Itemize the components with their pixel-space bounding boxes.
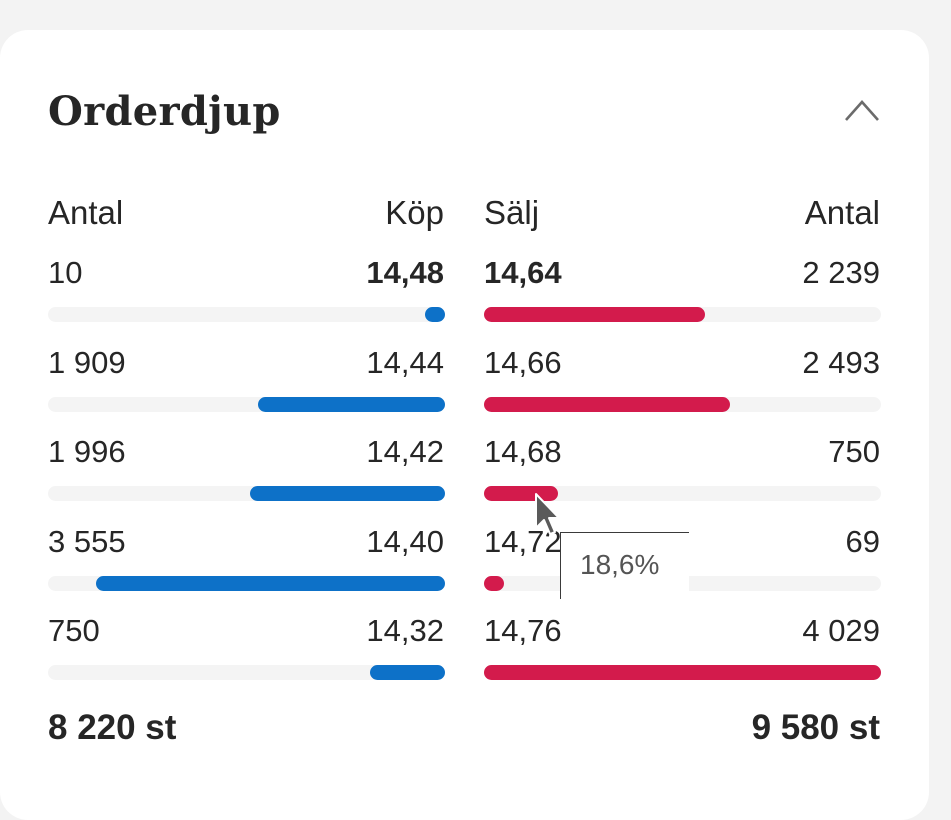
order-depth-card [0, 30, 929, 820]
buy-qty: 750 [48, 613, 100, 648]
sell-depth-fill [484, 576, 504, 591]
sell-depth-fill [484, 397, 730, 412]
header-sell-price: Sälj [484, 194, 540, 231]
sell-qty: 2 493 [802, 345, 880, 380]
buy-qty: 10 [48, 255, 83, 290]
buy-depth-fill [370, 665, 445, 680]
sell-depth-bar[interactable] [484, 307, 881, 322]
collapse-button[interactable] [840, 92, 884, 128]
buy-depth-fill [96, 576, 445, 591]
tooltip-text: 18,6% [580, 549, 660, 580]
buy-depth-bar [48, 665, 445, 680]
buy-price: 14,40 [366, 524, 444, 559]
buy-depth-bar [48, 576, 445, 591]
buy-depth-bar [48, 486, 445, 501]
buy-price: 14,44 [366, 345, 444, 380]
buy-qty: 3 555 [48, 524, 126, 559]
buy-depth-fill [258, 397, 445, 412]
sell-depth-fill [484, 307, 705, 322]
sell-depth-fill [484, 665, 881, 680]
sell-qty: 69 [845, 524, 880, 559]
buy-depth-bar [48, 307, 445, 322]
widget-title: Orderdjup [48, 88, 281, 135]
buy-depth-fill [250, 486, 445, 501]
buy-price: 14,48 [366, 255, 444, 290]
sell-price: 14,66 [484, 345, 562, 380]
buy-price: 14,32 [366, 613, 444, 648]
header-sell-qty: Antal [804, 194, 880, 231]
sell-depth-bar[interactable] [484, 665, 881, 680]
buy-qty: 1 909 [48, 345, 126, 380]
chevron-up-icon [845, 100, 879, 121]
sell-price: 14,68 [484, 434, 562, 469]
sell-depth-bar[interactable] [484, 397, 881, 412]
sell-qty: 2 239 [802, 255, 880, 290]
sell-price: 14,76 [484, 613, 562, 648]
total-buy: 8 220 st [48, 708, 177, 747]
mouse-pointer-icon [535, 493, 560, 535]
buy-price: 14,42 [366, 434, 444, 469]
sell-qty: 4 029 [802, 613, 880, 648]
hover-tooltip: 18,6% [560, 532, 689, 599]
total-sell: 9 580 st [751, 708, 880, 747]
header-buy-qty: Antal [48, 194, 124, 231]
buy-qty: 1 996 [48, 434, 126, 469]
buy-depth-bar [48, 397, 445, 412]
header-buy-price: Köp [385, 194, 444, 231]
buy-depth-fill [425, 307, 445, 322]
sell-qty: 750 [828, 434, 880, 469]
sell-price: 14,64 [484, 255, 562, 290]
